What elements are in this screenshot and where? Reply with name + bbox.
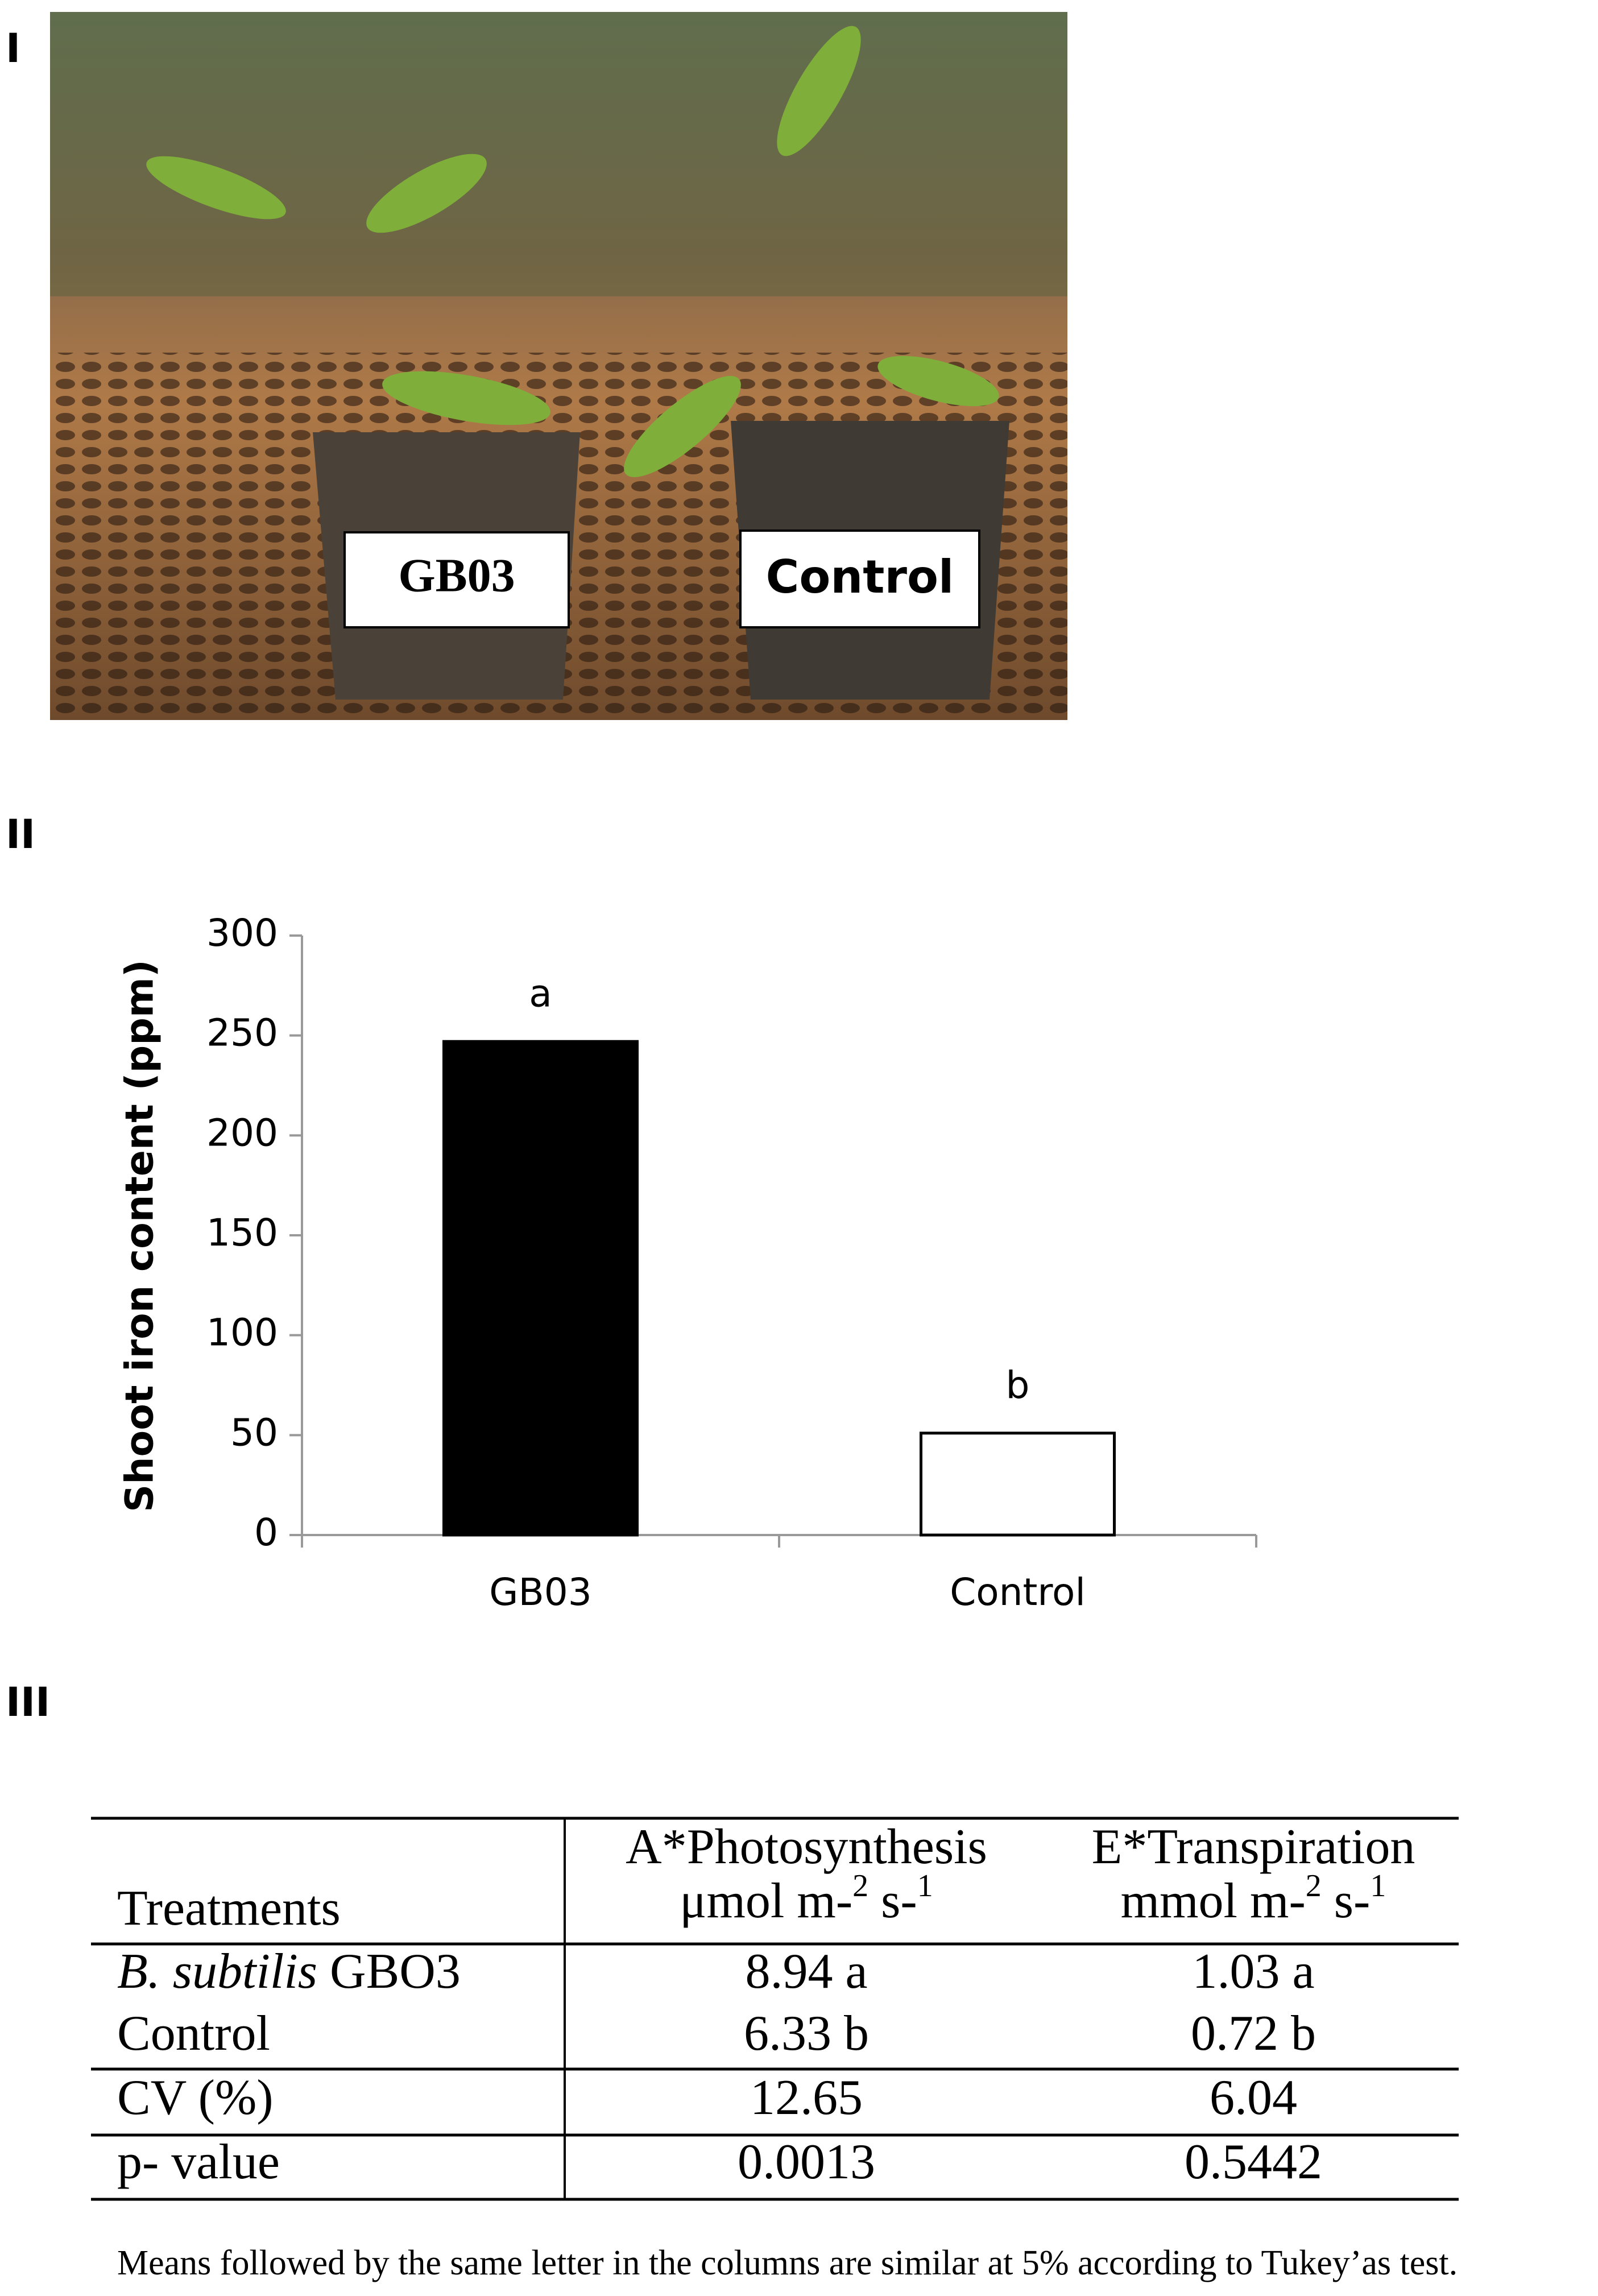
panel-label: I <box>6 25 20 72</box>
row-label-part: GBO3 <box>317 1944 461 1999</box>
table-cell: 0.5442 <box>1185 2134 1322 2190</box>
x-tick-label: GB03 <box>489 1570 591 1614</box>
photo-label: Control <box>766 551 954 603</box>
header-cell: E*Transpiration <box>1092 1819 1415 1875</box>
unit-part: μmol m- <box>680 1873 852 1929</box>
table-cell: 6.04 <box>1210 2070 1297 2125</box>
header-cell: A*Photosynthesis <box>626 1819 987 1875</box>
unit-part: s- <box>1322 1873 1371 1929</box>
table-cell: 8.94 a <box>745 1944 867 1999</box>
photo-label-box <box>739 529 980 628</box>
photo-fence <box>50 12 1067 296</box>
superscript: 1 <box>917 1868 933 1904</box>
bar <box>920 1432 1116 1537</box>
row-label-part: B. subtilis <box>117 1944 317 1999</box>
y-axis-label: Shoot iron content (ppm) <box>118 959 163 1512</box>
row-label: Control <box>117 2006 270 2061</box>
bar <box>442 1040 639 1537</box>
bar-letter: a <box>529 971 552 1015</box>
footnote: Means followed by the same letter in the… <box>117 2244 1458 2282</box>
photo-label: GB03 <box>398 549 515 602</box>
unit-part: mmol m- <box>1121 1873 1306 1929</box>
table-cell: 1.03 a <box>1192 1944 1314 1999</box>
header-cell: Treatments <box>117 1881 341 1936</box>
y-tick-label: 300 <box>206 911 278 955</box>
panel-label: II <box>6 811 35 858</box>
bar-chart: 0 50 100 150 200 250 300 a GB03 b Control <box>206 911 1257 1614</box>
table-cell: 0.72 b <box>1191 2006 1316 2061</box>
row-label: CV (%) <box>117 2070 274 2125</box>
photo: GB03 Control <box>50 12 1067 720</box>
row-label: B. subtilis GBO3 <box>117 1944 461 1999</box>
superscript: 2 <box>1306 1868 1322 1904</box>
table-cell: 0.0013 <box>738 2134 875 2190</box>
x-tick-label: Control <box>950 1570 1086 1614</box>
unit-part: s- <box>868 1873 917 1929</box>
y-tick-label: 0 <box>254 1511 278 1554</box>
header-unit: μmol m-2 s-1 <box>680 1868 933 1929</box>
y-tick-label: 50 <box>230 1410 278 1454</box>
bar-letter: b <box>1006 1363 1030 1407</box>
y-tick-label: 150 <box>206 1211 278 1255</box>
y-tick-label: 200 <box>206 1111 278 1155</box>
y-tick-label: 250 <box>206 1011 278 1055</box>
leaves <box>146 26 999 478</box>
photo-label-box <box>343 531 570 628</box>
table-cell: 6.33 b <box>744 2006 869 2061</box>
table-cell: 12.65 <box>750 2070 863 2125</box>
row-label: p- value <box>117 2134 280 2190</box>
panel-label: III <box>6 1679 50 1726</box>
superscript: 1 <box>1370 1868 1386 1904</box>
y-tick-label: 100 <box>206 1311 278 1355</box>
header-unit: mmol m-2 s-1 <box>1121 1868 1386 1929</box>
superscript: 2 <box>852 1868 868 1904</box>
